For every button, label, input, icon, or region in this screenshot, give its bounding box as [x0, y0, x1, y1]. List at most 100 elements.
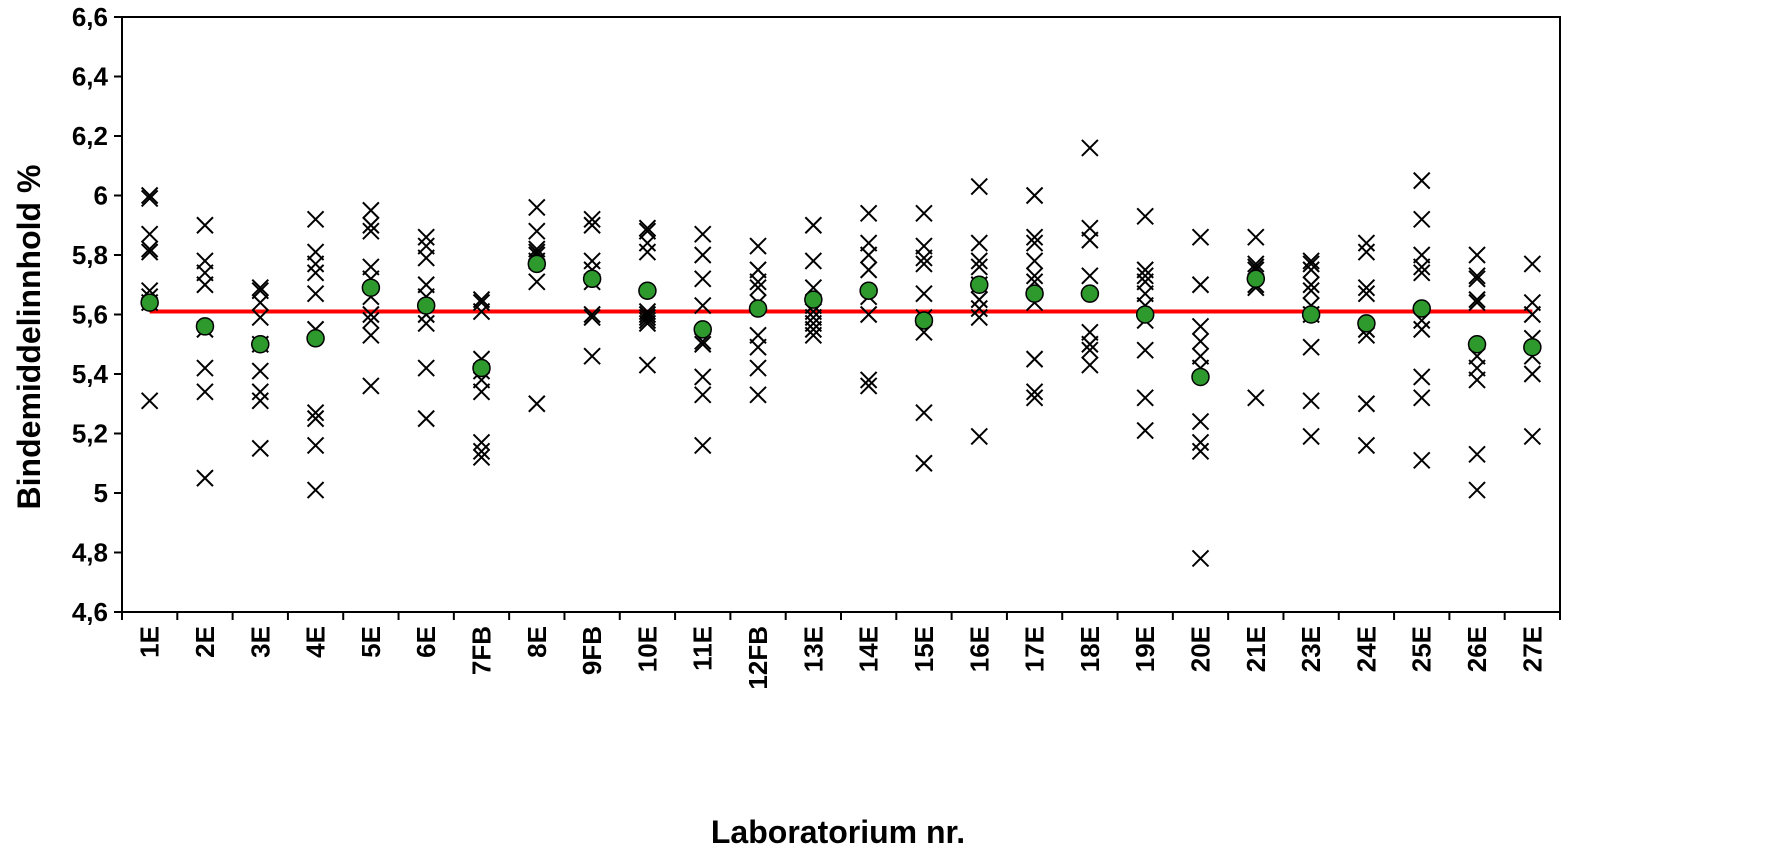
result-marker — [915, 237, 933, 255]
result-marker — [140, 392, 159, 410]
result-marker — [140, 240, 159, 258]
result-marker — [251, 383, 269, 401]
result-marker — [970, 252, 988, 270]
result-marker — [417, 237, 435, 255]
mean-marker — [527, 254, 547, 274]
result-marker — [1468, 481, 1486, 499]
result-marker — [915, 284, 933, 303]
result-marker — [362, 216, 380, 234]
result-marker — [804, 252, 823, 270]
result-marker — [1357, 279, 1376, 297]
result-marker — [970, 234, 988, 252]
result-marker — [528, 222, 546, 240]
result-marker — [251, 308, 269, 327]
result-marker — [1468, 246, 1486, 264]
result-marker — [915, 204, 933, 223]
result-marker — [472, 290, 491, 309]
result-marker — [1191, 347, 1210, 365]
result-marker — [583, 216, 601, 234]
result-marker — [140, 189, 159, 208]
result-marker — [1302, 255, 1320, 273]
result-marker — [970, 258, 988, 276]
result-marker — [859, 261, 878, 279]
result-marker — [1302, 392, 1320, 410]
result-marker — [1025, 389, 1044, 407]
result-marker — [1357, 395, 1376, 413]
result-marker — [1025, 350, 1044, 368]
result-marker — [1025, 383, 1044, 401]
result-marker — [970, 427, 988, 446]
mean-marker — [1357, 314, 1376, 333]
result-marker — [1136, 207, 1154, 226]
mean-marker — [1523, 337, 1542, 357]
result-marker — [970, 177, 988, 196]
result-marker — [306, 481, 325, 499]
result-marker — [638, 311, 657, 330]
result-marker — [1413, 451, 1431, 469]
result-marker — [306, 409, 325, 428]
result-marker — [196, 216, 214, 234]
result-marker — [749, 237, 767, 255]
x-tick-label: 17E — [1020, 626, 1050, 672]
result-marker — [1468, 445, 1486, 464]
result-marker — [1191, 549, 1210, 568]
result-marker — [251, 392, 269, 410]
mean-marker — [970, 275, 989, 294]
y-tick-label: 6,6 — [72, 2, 108, 32]
result-marker — [583, 308, 601, 327]
x-tick-label: 12FB — [743, 626, 773, 690]
result-marker — [1523, 365, 1542, 383]
x-tick-label: 6E — [411, 626, 441, 658]
result-marker — [1191, 228, 1210, 246]
result-marker — [1136, 267, 1154, 285]
result-marker — [694, 296, 712, 315]
x-tick-label: 25E — [1407, 626, 1437, 672]
x-tick-label: 9FB — [577, 626, 607, 675]
result-marker — [804, 216, 823, 234]
result-marker — [362, 305, 380, 324]
result-marker — [1413, 389, 1431, 407]
result-marker — [749, 261, 767, 279]
result-marker — [306, 264, 325, 282]
result-marker — [140, 225, 159, 243]
result-marker — [1025, 234, 1044, 252]
result-marker — [1191, 332, 1210, 350]
result-marker — [528, 273, 546, 291]
result-marker — [694, 368, 712, 386]
result-marker — [694, 335, 712, 353]
y-tick-label: 5,4 — [72, 359, 109, 389]
result-marker — [1191, 433, 1210, 452]
result-marker — [1413, 171, 1431, 190]
result-marker — [749, 279, 767, 297]
result-marker — [362, 377, 380, 395]
mean-marker — [1301, 305, 1321, 324]
result-marker — [417, 276, 435, 294]
result-marker — [1523, 293, 1542, 312]
result-marker — [694, 270, 712, 288]
y-tick-label: 6 — [94, 181, 108, 211]
x-tick-label: 1E — [135, 626, 165, 658]
result-marker — [417, 228, 435, 246]
result-marker — [1468, 270, 1486, 288]
result-marker — [1191, 442, 1210, 461]
x-tick-label: 8E — [522, 626, 552, 658]
x-tick-label: 21E — [1241, 626, 1271, 672]
mean-marker — [140, 293, 159, 312]
y-axis-title: Bindemiddelinnhold % — [11, 165, 47, 510]
result-marker — [1413, 246, 1431, 264]
result-marker — [140, 243, 159, 261]
result-marker — [583, 305, 601, 324]
result-marker — [583, 252, 601, 270]
y-tick-label: 5 — [94, 478, 108, 508]
mean-marker — [472, 358, 491, 378]
result-marker — [528, 198, 546, 217]
result-marker — [196, 469, 214, 487]
y-tick-label: 6,2 — [72, 121, 108, 151]
result-marker — [1247, 255, 1265, 273]
mean-marker — [914, 311, 934, 330]
mean-marker — [361, 278, 381, 297]
result-marker — [1302, 261, 1320, 279]
x-tick-label: 14E — [854, 626, 884, 672]
result-marker — [915, 403, 933, 422]
